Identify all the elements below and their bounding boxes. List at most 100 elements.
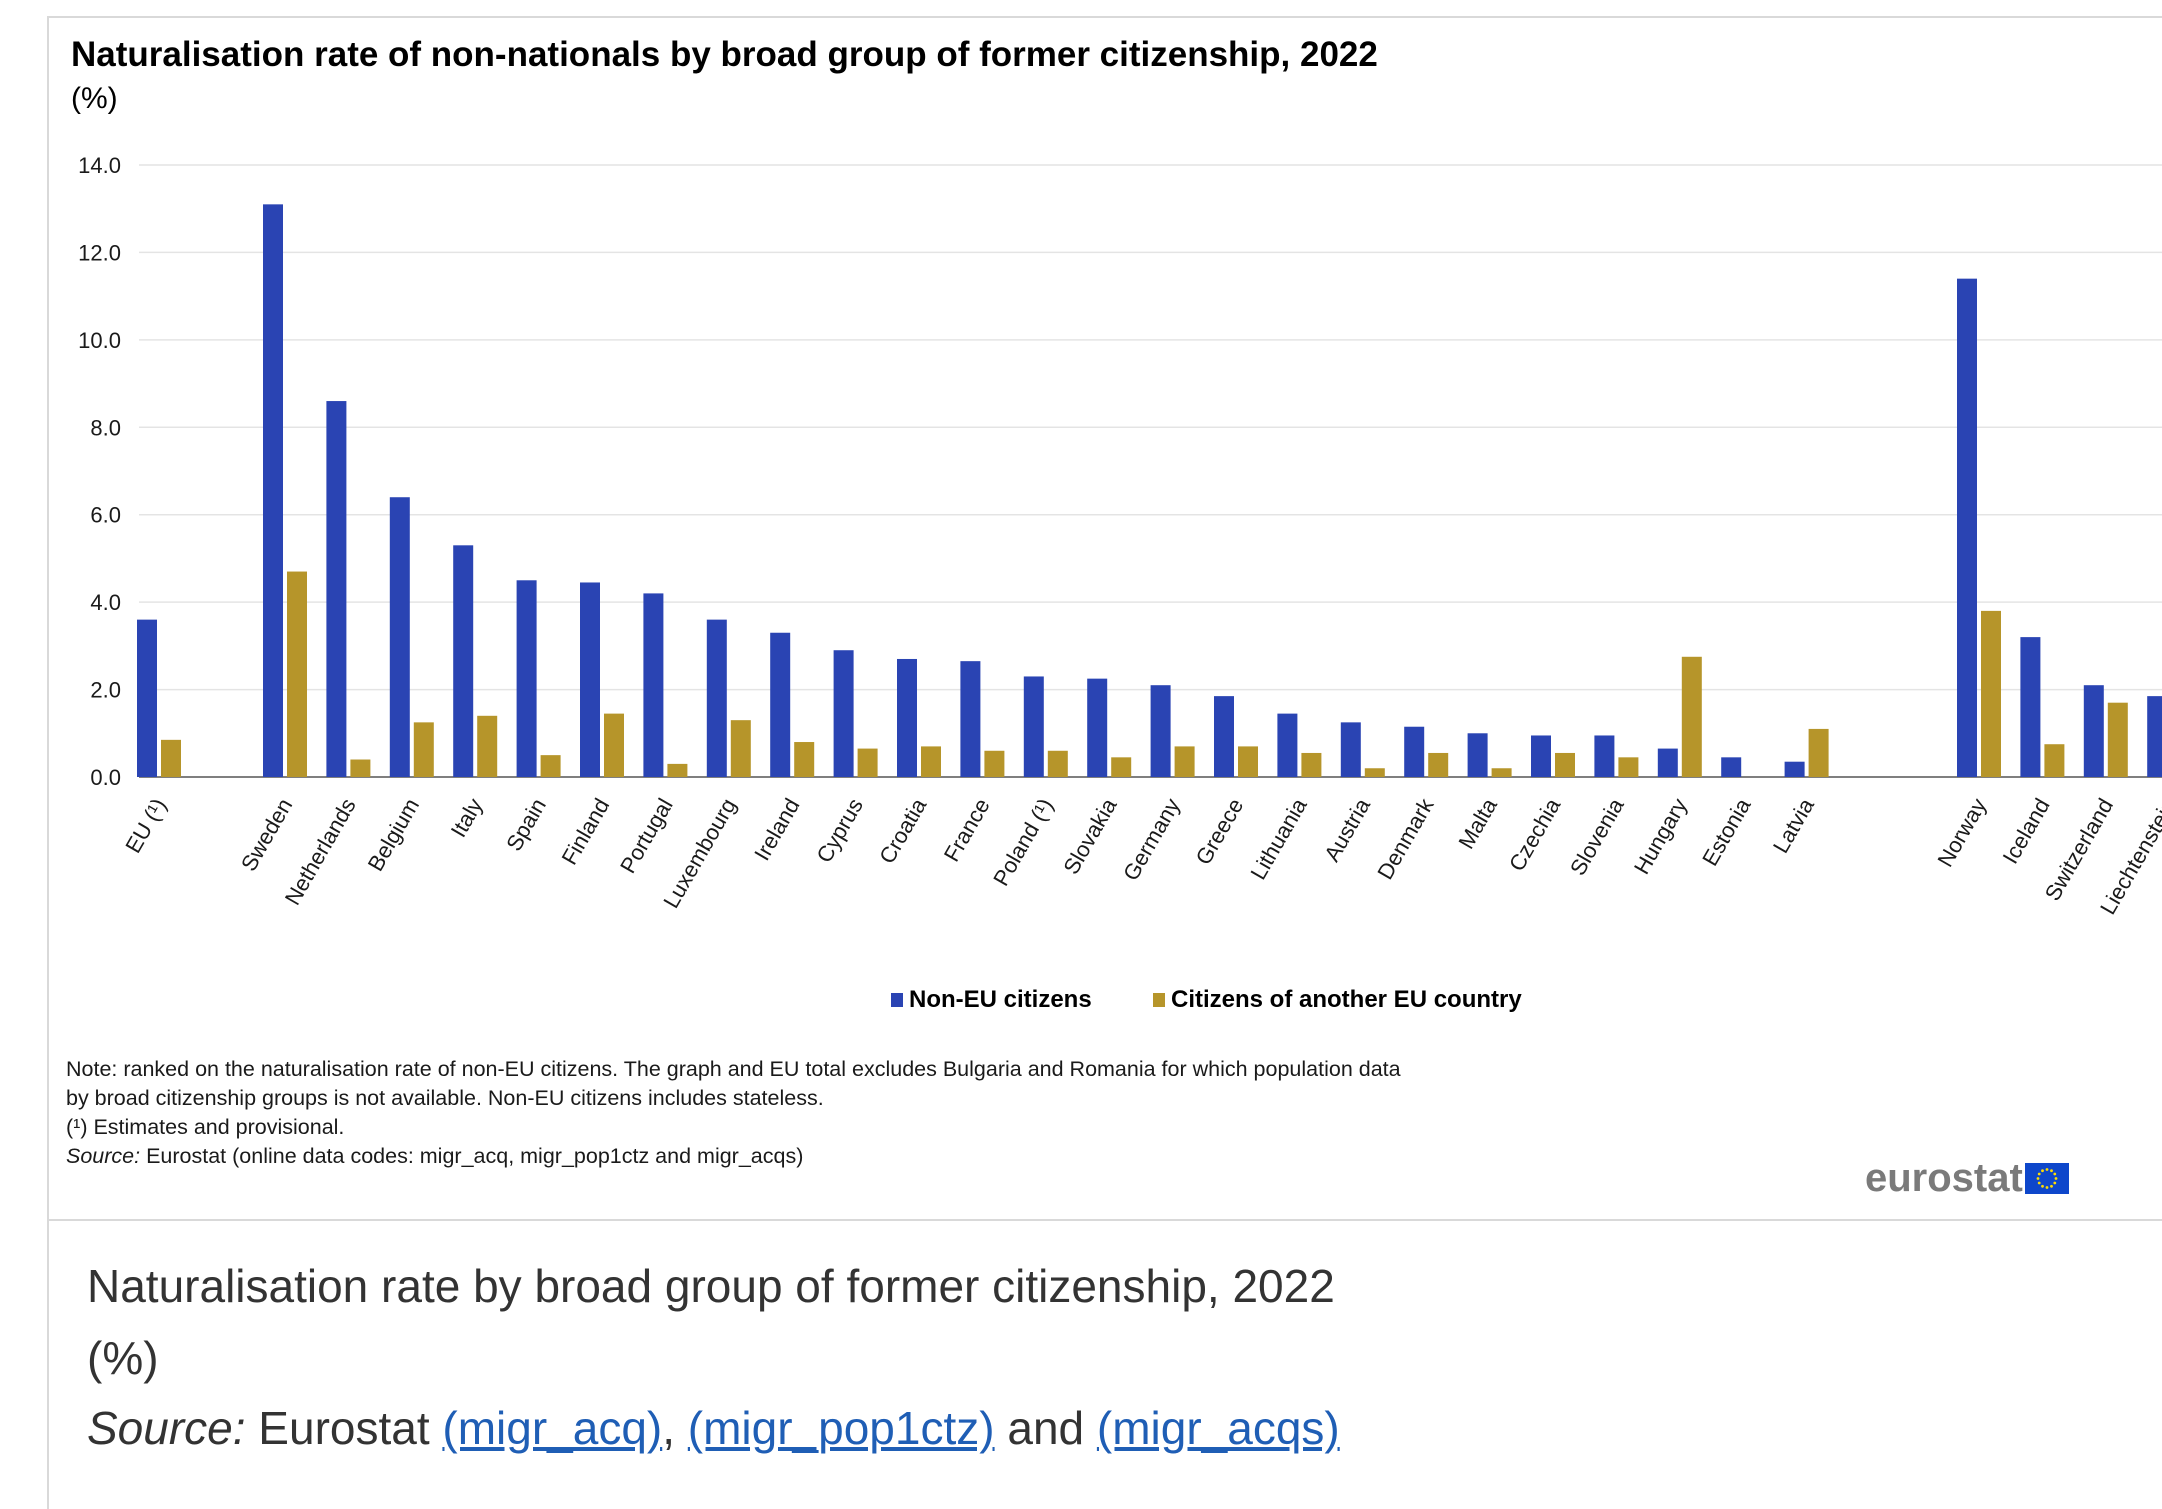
bar-other-eu-belgium xyxy=(413,722,434,777)
flag-star xyxy=(2037,1172,2041,1176)
x-tick-label: Lithuania xyxy=(1245,793,1312,883)
x-tick-label: France xyxy=(939,794,995,866)
x-tick-label: Estonia xyxy=(1697,793,1756,870)
bar-non-eu-eu xyxy=(137,619,157,777)
flag-star xyxy=(2054,1177,2058,1180)
note-source-text: Eurostat (online data codes: migr_acq, m… xyxy=(140,1144,804,1168)
figure-caption: Naturalisation rate by broad group of fo… xyxy=(47,1221,2162,1509)
bar-non-eu-sweden xyxy=(263,204,283,778)
bar-other-eu-norway xyxy=(1981,610,2001,777)
y-tick-label: 0.0 xyxy=(90,765,121,790)
bar-non-eu-latvia xyxy=(1784,761,1805,777)
bar-other-eu-malta xyxy=(1491,768,1512,777)
bar-other-eu-slovakia xyxy=(1111,757,1132,777)
bar-other-eu-czechia xyxy=(1555,752,1575,777)
grid-layer xyxy=(139,164,2162,778)
bar-other-eu-portugal xyxy=(667,763,688,777)
bar-non-eu-germany xyxy=(1150,685,1171,777)
x-tick-label: Slovenia xyxy=(1565,793,1629,879)
flag-star xyxy=(2045,1168,2049,1171)
bar-other-eu-croatia xyxy=(921,746,941,777)
bar-other-eu-slovenia xyxy=(1618,757,1639,777)
caption-sep-2: and xyxy=(994,1402,1097,1454)
caption-source-label: Source: xyxy=(87,1402,246,1454)
bar-non-eu-hungary xyxy=(1657,748,1678,777)
bar-non-eu-finland xyxy=(580,582,600,777)
chart-svg: Naturalisation rate of non-nationals by … xyxy=(71,35,2162,919)
chart-unit: (%) xyxy=(71,82,118,115)
y-tick-label: 8.0 xyxy=(90,415,121,440)
caption-title: Naturalisation rate by broad group of fo… xyxy=(87,1260,1335,1312)
note-source-label: Source: xyxy=(66,1144,141,1168)
bar-non-eu-slovakia xyxy=(1087,678,1108,777)
chart-frame: Naturalisation rate of non-nationals by … xyxy=(47,16,2162,1221)
bar-other-eu-denmark xyxy=(1428,752,1449,777)
bar-other-eu-iceland xyxy=(2044,744,2065,777)
note-line-2: by broad citizenship groups is not avail… xyxy=(66,1086,824,1110)
x-tick-label: Croatia xyxy=(874,793,931,868)
flag-star xyxy=(2040,1184,2044,1188)
chart-title: Naturalisation rate of non-nationals by … xyxy=(71,35,1378,74)
bar-other-eu-latvia xyxy=(1808,728,1829,777)
note-source: Source: Eurostat (online data codes: mig… xyxy=(66,1142,1401,1171)
legend-non-eu: Non-EU citizens xyxy=(891,986,1092,1014)
x-tick-label: Austria xyxy=(1319,793,1375,865)
x-tick-label: Czechia xyxy=(1504,793,1566,875)
bar-non-eu-greece xyxy=(1214,696,1234,777)
x-tick-label: Finland xyxy=(557,794,615,869)
x-tick-label: Norway xyxy=(1932,794,1991,871)
bar-non-eu-malta xyxy=(1467,733,1488,777)
bar-other-eu-italy xyxy=(477,715,498,777)
link-migr-acq[interactable]: (migr_acq) xyxy=(442,1402,663,1454)
note-line-3: (¹) Estimates and provisional. xyxy=(66,1115,345,1139)
bar-other-eu-poland xyxy=(1047,750,1068,777)
bar-non-eu-iceland xyxy=(2020,637,2041,777)
caption-unit: (%) xyxy=(87,1332,159,1384)
bar-non-eu-ireland xyxy=(770,632,791,777)
eu-flag-stars xyxy=(2036,1168,2058,1189)
bar-non-eu-austria xyxy=(1340,722,1361,777)
bar-other-eu-spain xyxy=(540,755,561,777)
eurostat-logo-text: eurostat xyxy=(1865,1156,2023,1200)
bar-other-eu-hungary xyxy=(1681,656,1702,777)
y-tick-labels: 0.0 2.0 4.0 6.0 8.0 10.0 12.0 14.0 xyxy=(78,153,121,790)
x-tick-label: Malta xyxy=(1453,793,1502,853)
x-tick-label: Cyprus xyxy=(811,794,867,867)
x-tick-label: Spain xyxy=(501,794,551,855)
legend-label-non-eu: Non-EU citizens xyxy=(909,986,1092,1013)
eu-flag-icon xyxy=(2024,1163,2069,1194)
bar-other-eu-eu xyxy=(161,739,181,777)
bar-other-eu-switzerland xyxy=(2107,702,2128,777)
x-tick-label: Belgium xyxy=(363,794,424,875)
bar-other-eu-greece xyxy=(1238,746,1258,777)
x-tick-label: Ireland xyxy=(749,794,804,865)
bar-other-eu-germany xyxy=(1174,746,1195,777)
bar-other-eu-finland xyxy=(604,713,624,777)
bar-other-eu-lithuania xyxy=(1301,752,1322,777)
bar-non-eu-denmark xyxy=(1404,726,1425,777)
y-tick-label: 12.0 xyxy=(78,240,121,265)
flag-star xyxy=(2053,1181,2057,1185)
x-tick-label: Sweden xyxy=(236,794,297,875)
x-tick-label: Hungary xyxy=(1629,794,1692,879)
legend-label-eu: Citizens of another EU country xyxy=(1171,986,1522,1013)
bar-other-eu-luxembourg xyxy=(730,720,751,777)
x-tick-label: Portugal xyxy=(615,794,678,877)
bar-non-eu-czechia xyxy=(1531,735,1551,777)
flag-star xyxy=(2049,1184,2053,1188)
caption-sep-1: , xyxy=(662,1402,688,1454)
y-tick-label: 4.0 xyxy=(90,590,121,615)
link-migr-pop1ctz[interactable]: (migr_pop1ctz) xyxy=(687,1402,995,1454)
x-tick-label: Poland (¹) xyxy=(988,794,1058,890)
link-migr-acqs[interactable]: (migr_acqs) xyxy=(1096,1402,1340,1454)
bar-non-eu-france xyxy=(960,661,981,777)
y-tick-label: 10.0 xyxy=(78,328,121,353)
x-tick-label: Italy xyxy=(446,794,488,841)
bar-non-eu-portugal xyxy=(643,593,664,777)
eurostat-logo: eurostat xyxy=(1865,1156,2069,1201)
flag-star xyxy=(2053,1172,2057,1176)
x-tick-label: Greece xyxy=(1191,794,1249,869)
bar-other-eu-austria xyxy=(1364,768,1385,777)
bar-non-eu-slovenia xyxy=(1594,735,1615,777)
bar-other-eu-france xyxy=(984,750,1005,777)
